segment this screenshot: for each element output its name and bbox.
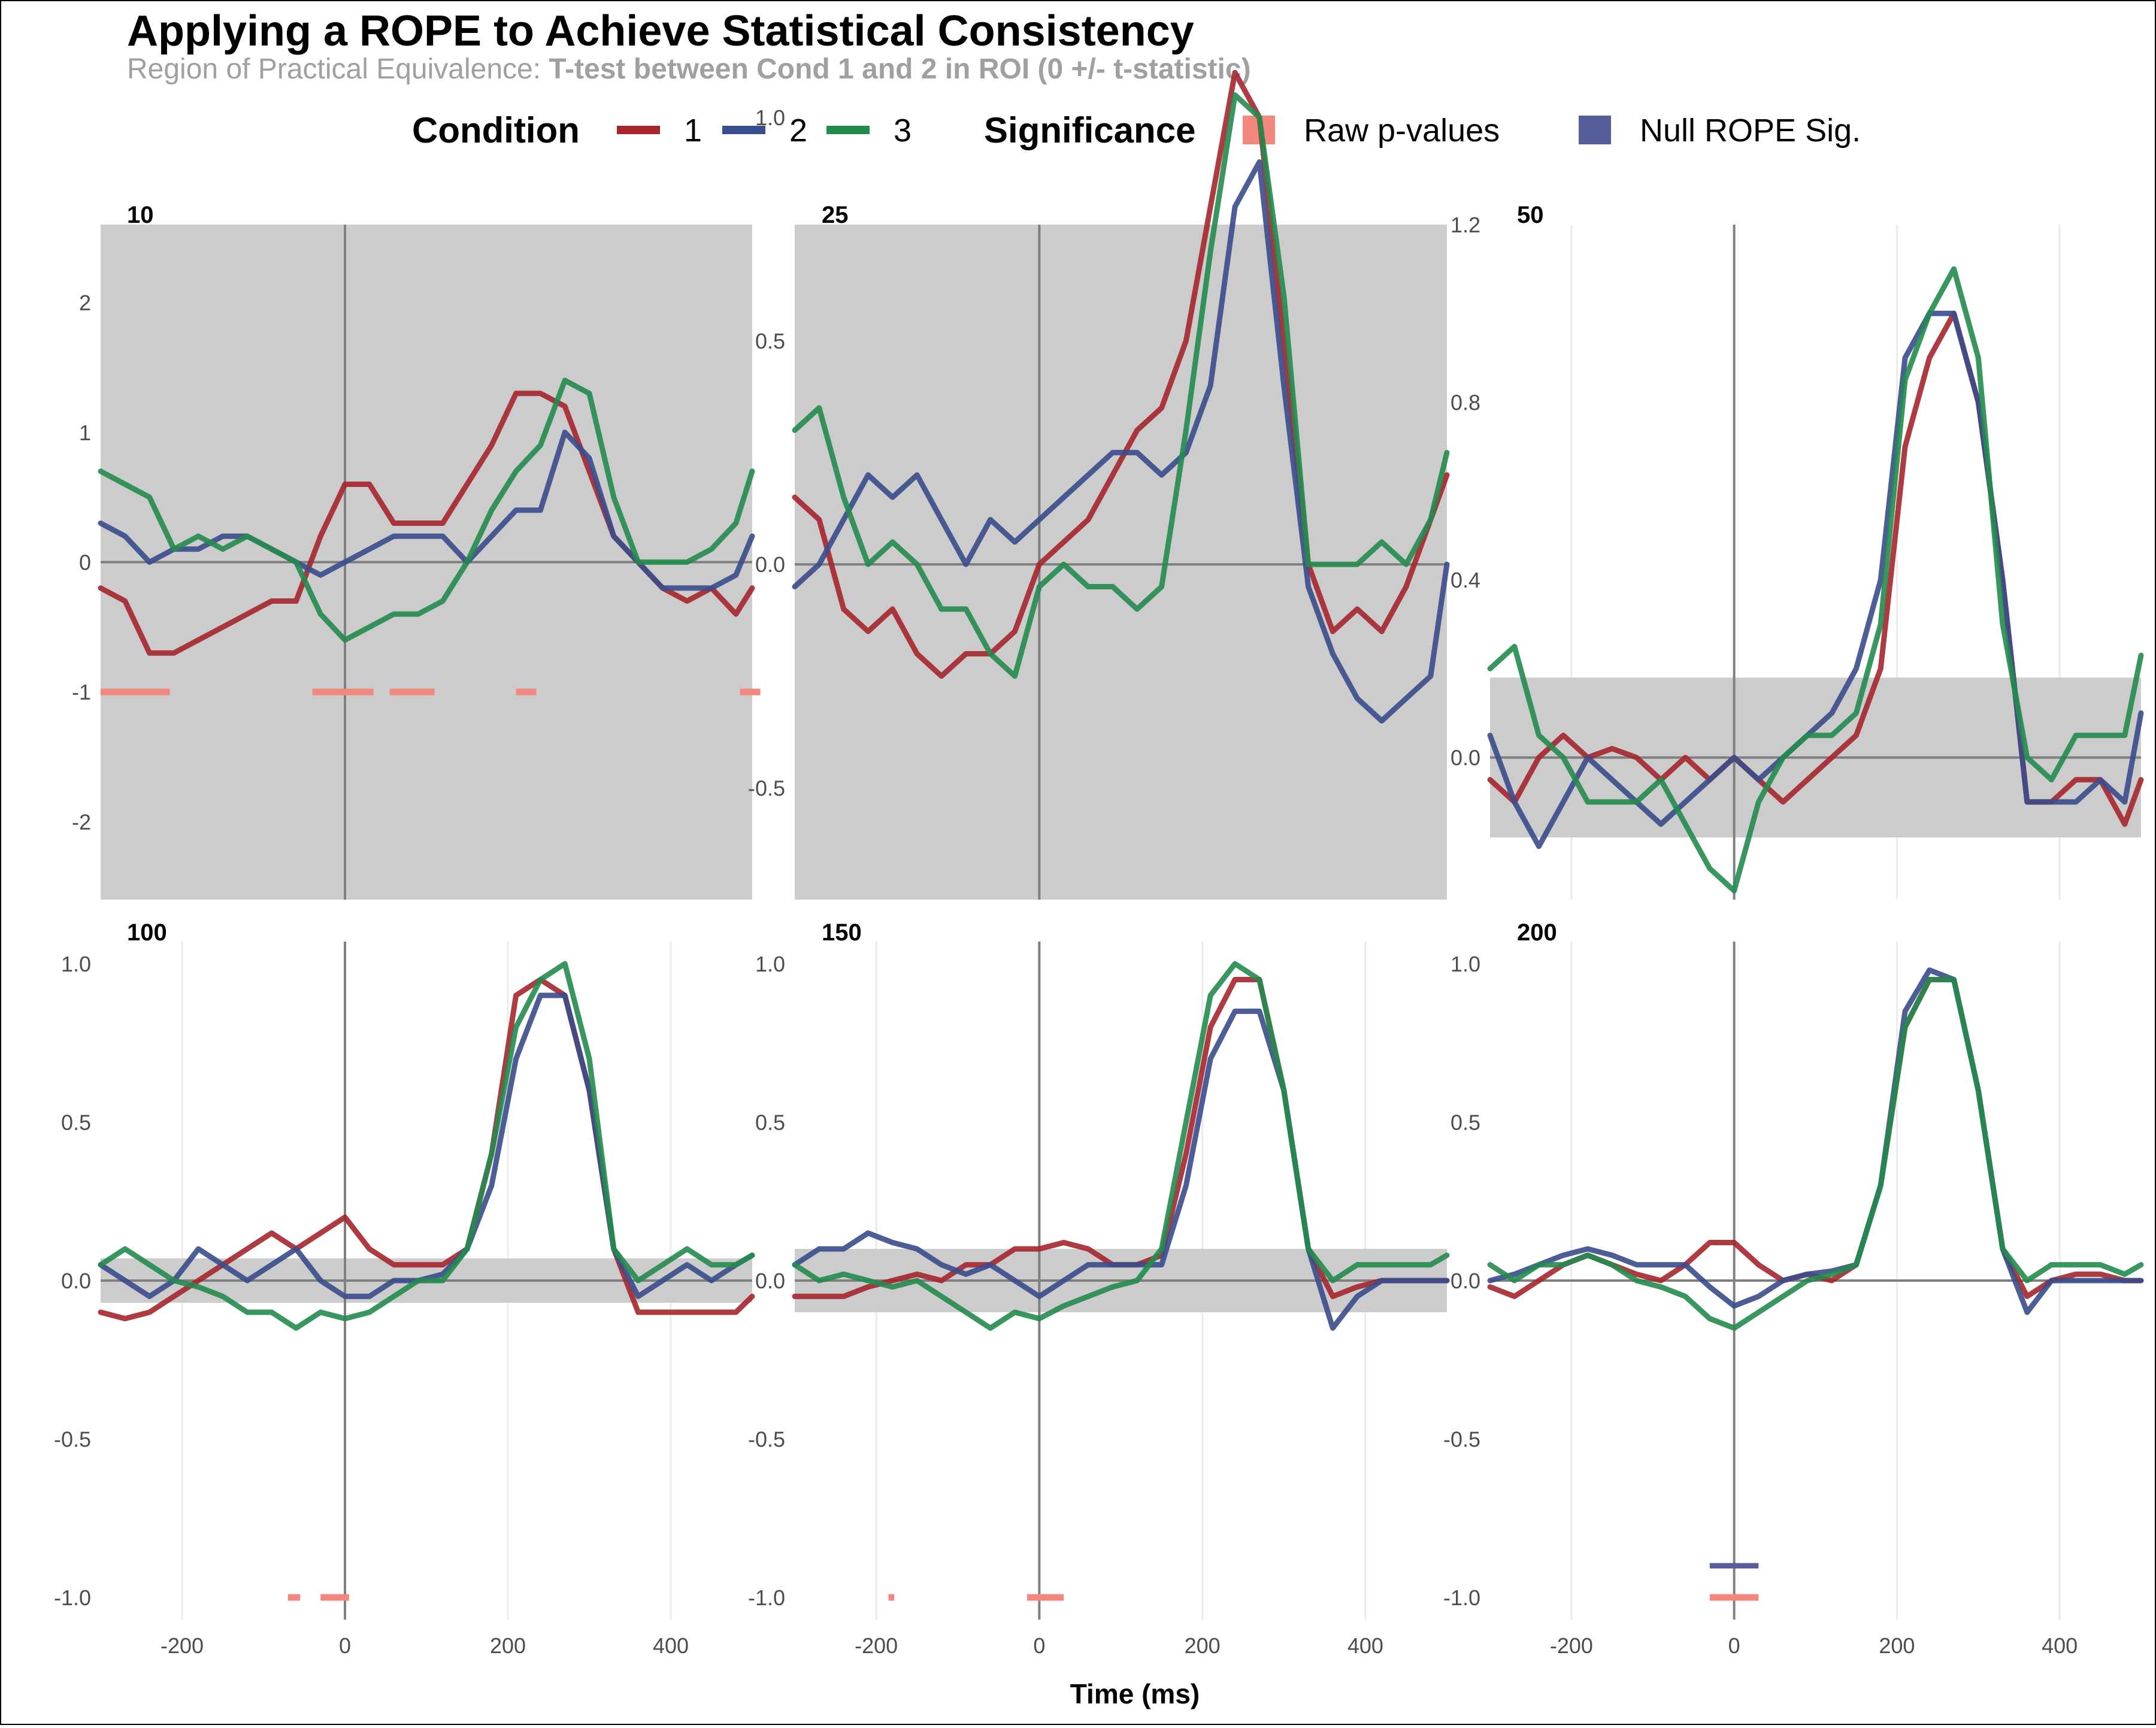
subtitle-bold: T-test between Cond 1 and 2 in ROI (0 +/… [549,53,1250,85]
y-tick-label: -1 [72,680,91,704]
panel-100: 100 -1.0 -0.5 0.0 0.5 1.0 -200 0 200 400 [54,919,755,1658]
y-tick-label: 1.0 [755,952,785,976]
legend-condition-title: Condition [412,110,580,150]
legend-label-condition-3: 3 [894,113,912,149]
series-condition-2 [792,159,1450,724]
series-condition-3 [98,377,755,643]
y-tick-label: -1.0 [54,1585,91,1610]
x-tick-label: 200 [1185,1633,1221,1658]
series-condition-2 [792,1008,1450,1331]
x-tick-label: 400 [1348,1633,1383,1658]
series-condition-2 [98,992,755,1299]
x-tick-label: 200 [1879,1633,1915,1658]
figure-title: Applying a ROPE to Achieve Statistical C… [127,7,1194,55]
y-tick-label: 2 [79,290,91,315]
panel-title-200: 200 [1517,919,1557,946]
y-tick-label: 0.0 [61,1269,91,1293]
panel-title-50: 50 [1517,202,1544,228]
y-tick-label: 0.5 [755,1110,785,1135]
subtitle-prefix: Region of Practical Equivalence: [127,53,549,85]
y-tick-label: 0.0 [755,552,785,577]
x-tick-label: 200 [490,1633,526,1658]
y-tick-label: 0 [79,550,91,575]
x-axis-label: Time (ms) [1070,1678,1200,1709]
legend-label-condition-2: 2 [789,113,807,149]
facet-panels: 10-2-101225-0.50.00.51.0500.00.40.81.210… [54,69,2144,1658]
series-condition-2 [1487,967,2144,1315]
panel-title-25: 25 [822,202,849,228]
legend-significance-title: Significance [984,110,1195,150]
x-tick-label: -200 [161,1633,204,1658]
y-tick-label: 1.2 [1451,213,1480,237]
panel-50: 50 0.0 0.4 0.8 1.2 [1451,202,2144,900]
figure-subtitle: Region of Practical Equivalence: T-test … [127,53,1251,85]
series-condition-3 [98,961,755,1331]
panel-title-100: 100 [127,919,167,946]
x-tick-label: -200 [855,1633,898,1658]
panel-200: 200 -1.0 -0.5 0.0 0.5 1.0 -200 0 200 400 [1443,919,2144,1658]
x-tick-label: 0 [1033,1633,1045,1658]
y-tick-label: 1 [79,420,91,445]
series-condition-3 [1487,266,2144,894]
y-tick-label: -0.5 [748,1427,785,1451]
series-condition-2 [1487,310,2144,849]
series-condition-3 [792,92,1450,679]
y-tick-label: 1.0 [61,952,91,976]
panel-title-10: 10 [127,202,154,228]
y-tick-label: 0.5 [61,1110,91,1135]
panel-25: 25 -0.5 0.0 0.5 1.0 [748,69,1450,900]
y-tick-label: 0.4 [1451,568,1480,592]
y-tick-label: -1.0 [1443,1585,1480,1610]
x-tick-label: 0 [1728,1633,1740,1658]
y-tick-label: 1.0 [1451,952,1480,976]
y-tick-label: -0.5 [748,776,785,800]
y-tick-label: 0.0 [755,1269,785,1293]
y-tick-label: -2 [72,810,91,834]
y-tick-label: 0.8 [1451,391,1480,415]
series-condition-3 [1487,977,2144,1331]
y-tick-label: -0.5 [1443,1427,1480,1451]
panel-10: 10 -2 -1 0 1 2 [72,202,761,900]
legend-key-significance-2 [1579,116,1611,144]
series-condition-3 [792,961,1450,1331]
panel-150: 150 -1.0 -0.5 0.0 0.5 1.0 -200 0 200 400 [748,919,1450,1658]
legend: Condition 1 2 3 Significance Raw p-values Null… [412,110,1861,150]
y-tick-label: 0.5 [755,329,785,353]
panel-title-150: 150 [822,919,862,946]
x-tick-label: 400 [2042,1633,2078,1658]
x-tick-label: -200 [1550,1633,1593,1658]
legend-label-significance-2: Null ROPE Sig. [1640,113,1861,149]
x-tick-label: 0 [339,1633,351,1658]
y-tick-label: 0.0 [1451,746,1480,770]
y-tick-label: 1.0 [755,105,785,130]
series-condition-1 [98,977,755,1321]
y-tick-label: -1.0 [748,1585,785,1610]
x-tick-label: 400 [653,1633,689,1658]
legend-label-significance-1: Raw p-values [1304,113,1500,149]
y-tick-label: 0.5 [1451,1110,1480,1135]
y-tick-label: -0.5 [54,1427,91,1451]
y-tick-label: 0.0 [1451,1269,1480,1293]
legend-label-condition-1: 1 [684,113,702,149]
